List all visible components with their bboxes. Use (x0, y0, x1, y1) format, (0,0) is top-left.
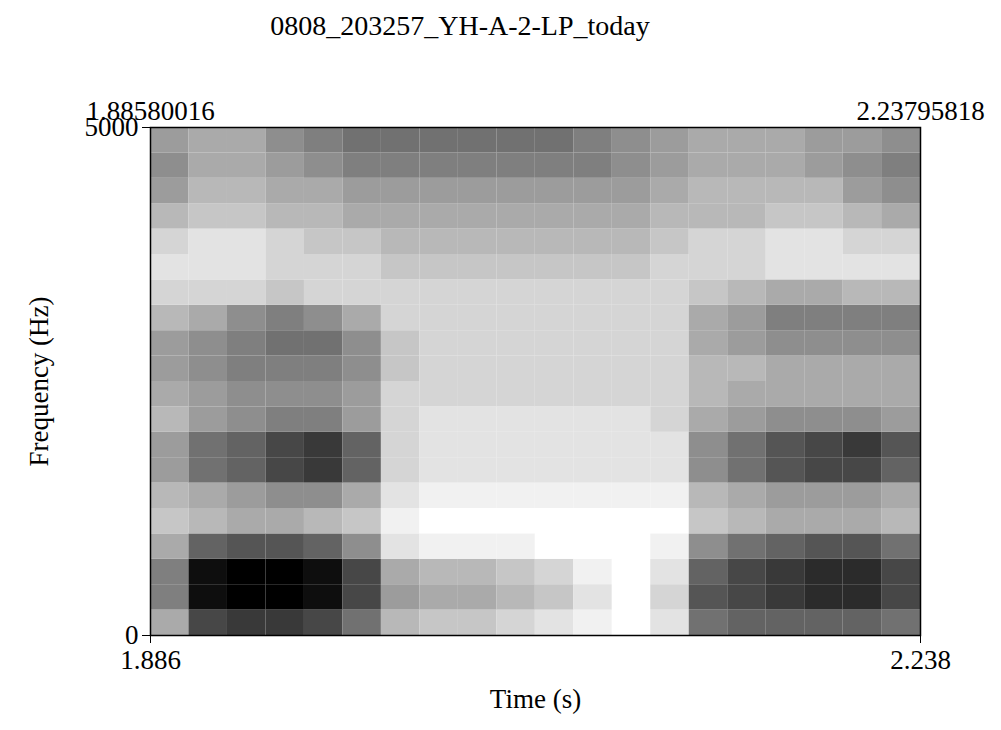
html-text:0808_203257_YH-A-2-LP_today: 0808_203257_YH-A-2-LP_today (270, 10, 650, 41)
svg-text:1.886: 1.886 (120, 644, 181, 675)
svg-text:Frequency (Hz): Frequency (Hz) (24, 296, 54, 466)
svg-text:0: 0 (125, 620, 139, 650)
svg-text:2.238: 2.238 (890, 645, 951, 675)
svg-text:1.88580016: 1.88580016 (86, 95, 215, 126)
svg-text:2.23795818: 2.23795818 (856, 96, 984, 126)
svg-text:5000: 5000 (85, 112, 139, 142)
svg-text:Time (s): Time (s) (490, 684, 581, 714)
